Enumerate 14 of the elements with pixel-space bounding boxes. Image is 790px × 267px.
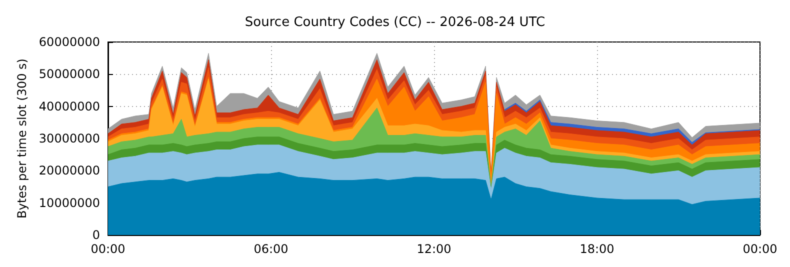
x-tick-label: 18:00 [580,242,614,256]
x-tick-label: 00:00 [742,242,778,256]
chart-title: Source Country Codes (CC) -- 2026-08-24 UTC [244,15,546,30]
y-tick-label: 0 [92,228,100,242]
x-tick-label: 12:00 [416,242,452,256]
y-tick-label: 10000000 [38,196,100,210]
y-tick-label: 40000000 [38,99,100,114]
x-tick-label: 06:00 [254,242,288,256]
y-axis-title: Bytes per time slot (300 s) [15,58,29,218]
y-tick-label: 60000000 [38,35,100,49]
y-tick-label: 20000000 [38,164,100,178]
x-tick-label: 00:00 [90,242,126,256]
y-tick-label: 30000000 [38,132,100,146]
y-tick-label: 50000000 [38,67,100,82]
